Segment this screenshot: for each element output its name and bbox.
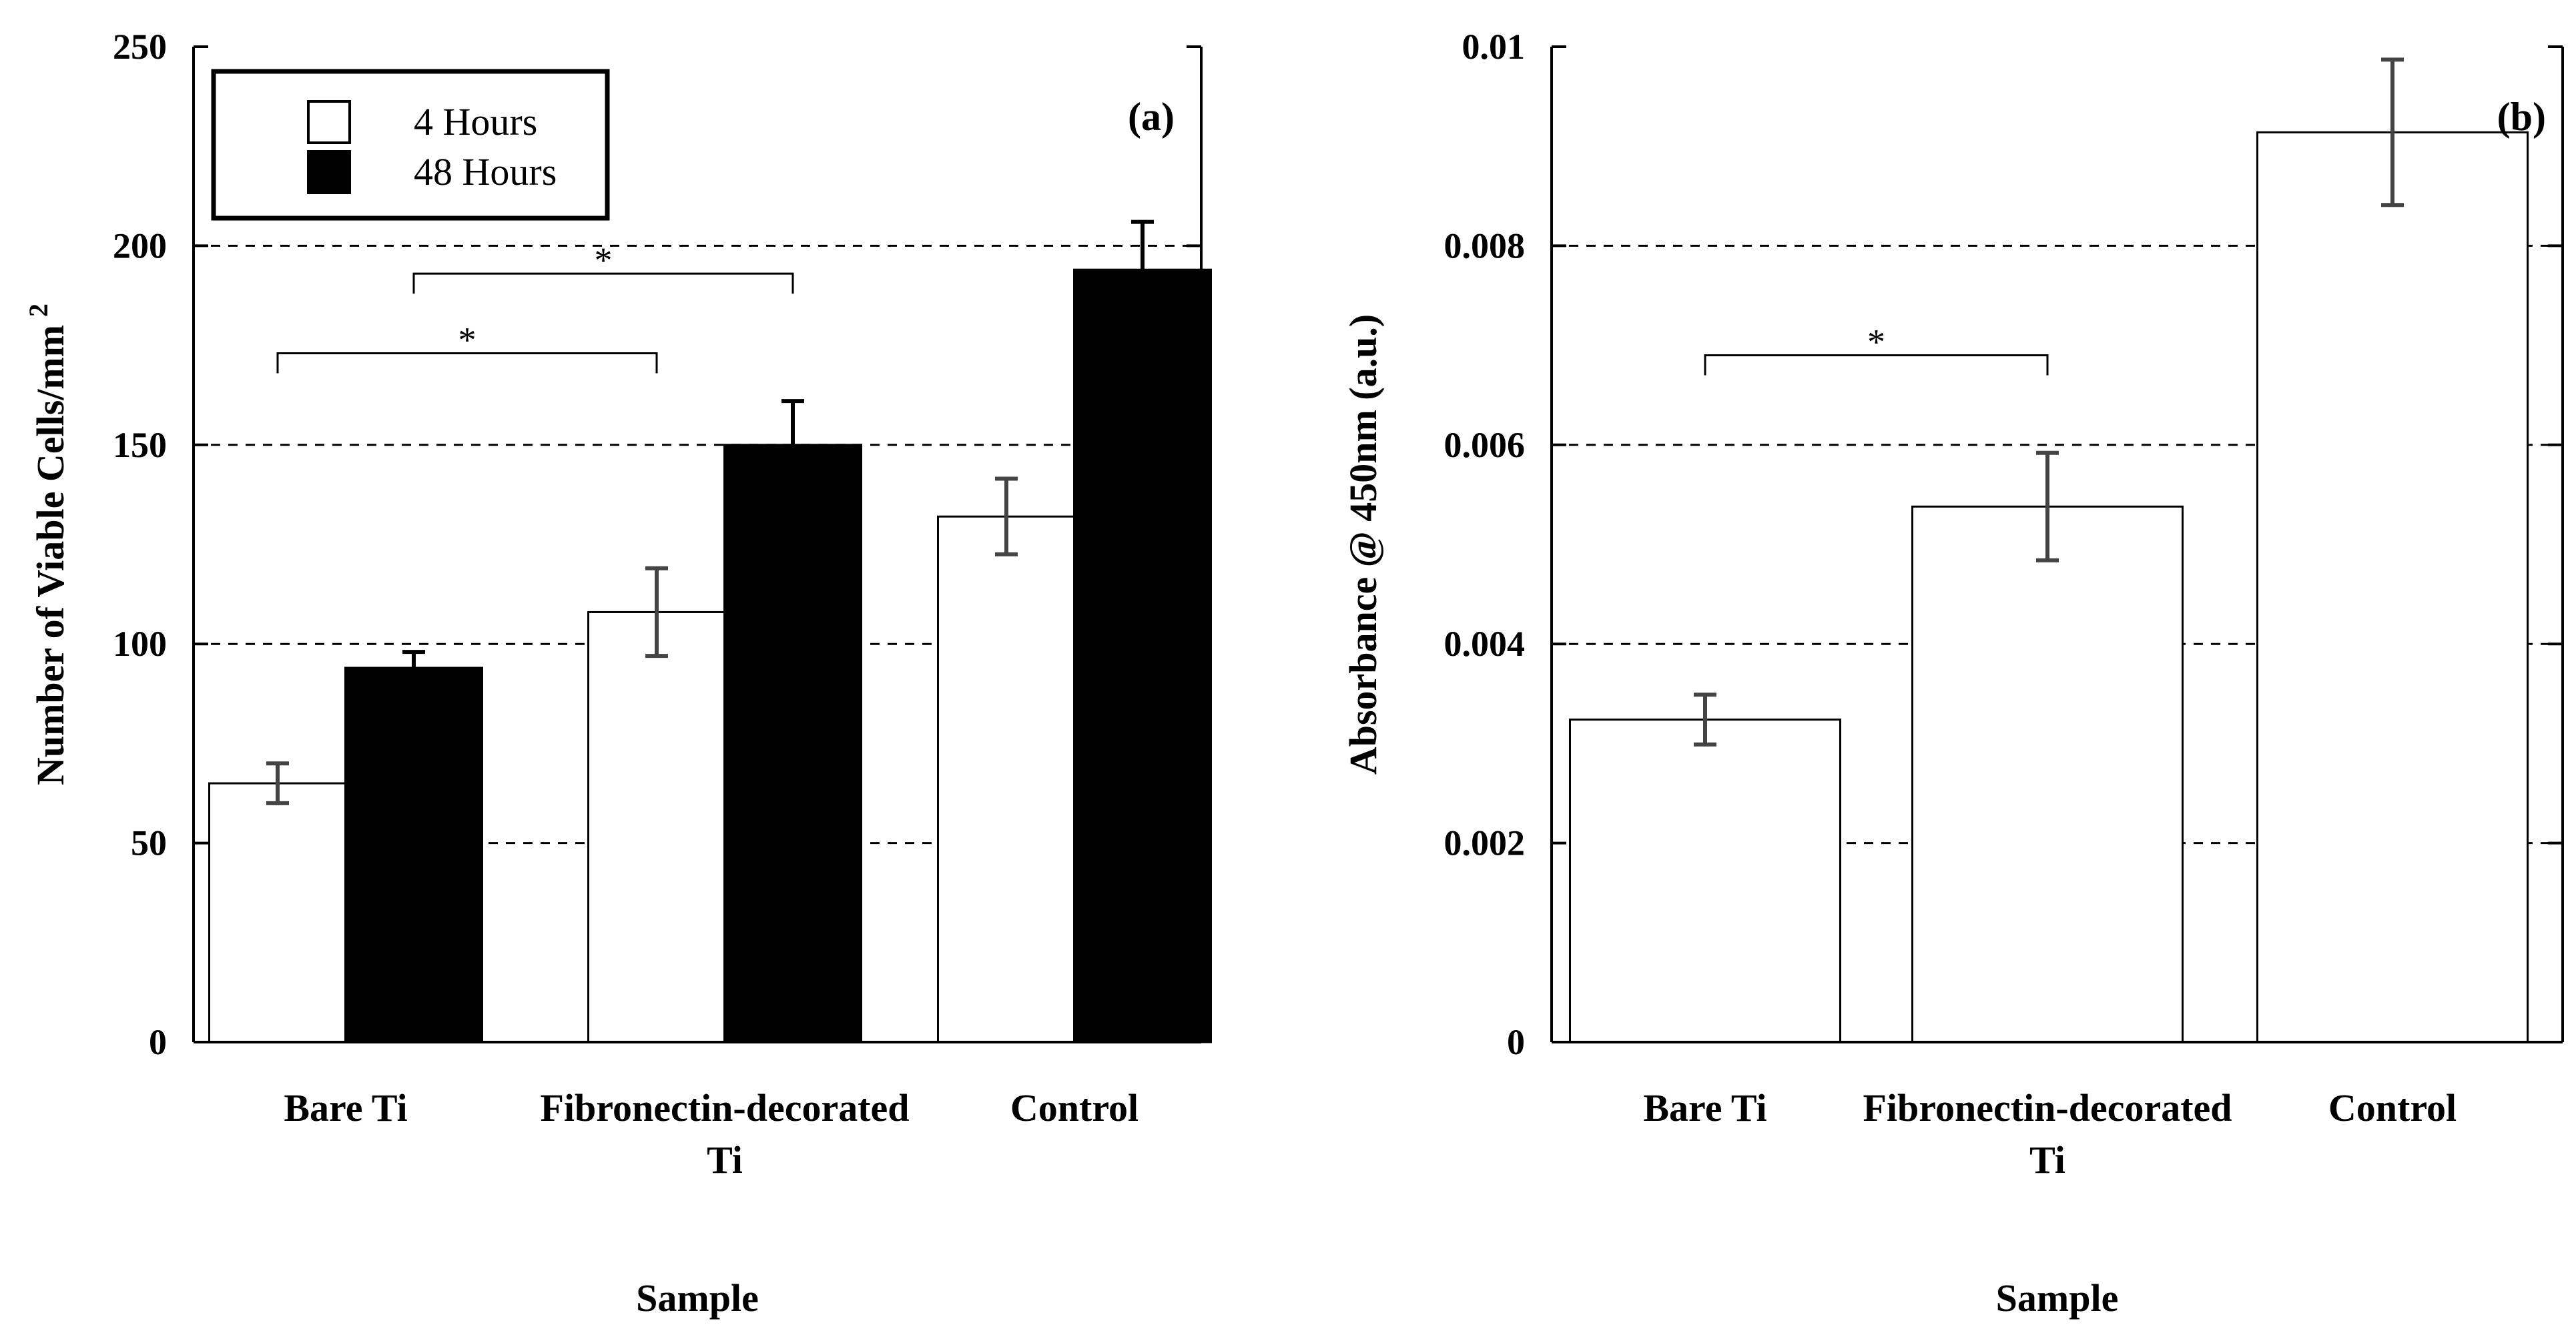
legend-swatch (307, 100, 351, 144)
y-axis-title-text: Absorbance @ 450nm (a.u.) (1341, 314, 1385, 775)
chart-panel-b: * 0 0.002 0.004 0.006 0.008 0.01 Bare Ti Fibrone… (1341, 27, 2564, 1320)
y-axis-title: Number of Viable Cells/mm 2 (23, 304, 72, 785)
x-category-label: Bare Ti (284, 1086, 407, 1130)
x-category-label: Control (2328, 1086, 2457, 1130)
y-tick-label: 100 (113, 624, 167, 664)
panel-label: (b) (2497, 95, 2546, 139)
y-tick-label: 0 (1507, 1022, 1525, 1062)
bar (2256, 131, 2529, 1043)
significance-bracket: * (412, 240, 794, 294)
legend: 4 Hours 48 Hours (211, 69, 610, 221)
significance-bracket: * (276, 320, 658, 374)
legend-label: 4 Hours (414, 100, 537, 143)
y-tick-label: 200 (113, 226, 167, 266)
x-category-label: Fibronectin-decorated (1863, 1086, 2232, 1130)
legend-label: 48 Hours (414, 150, 557, 193)
panel-label: (a) (1128, 95, 1175, 139)
bracket-line (1704, 354, 2049, 376)
x-category-label: Ti (707, 1138, 743, 1182)
error-bar (781, 399, 804, 491)
y-tick-label: 0.008 (1444, 226, 1526, 266)
bar (344, 666, 483, 1043)
y-tick-label: 0.004 (1444, 624, 1526, 664)
y-axis-title-superscript: 2 (23, 304, 53, 317)
error-bar (995, 476, 1018, 556)
bracket-line (412, 272, 794, 294)
significance-marker: * (595, 240, 613, 280)
bracket-line (276, 352, 658, 374)
legend-box (211, 69, 610, 221)
bar (208, 782, 347, 1043)
significance-marker: * (1867, 322, 1885, 362)
y-tick-label: 250 (113, 27, 167, 67)
bar (937, 515, 1076, 1043)
bar (1073, 268, 1212, 1043)
significance-bracket: * (1704, 322, 2049, 376)
bar (723, 444, 862, 1043)
y-tick-label: 50 (131, 823, 167, 863)
chart-panel-a: * * 0 50 100 150 200 250 Bare Ti Fibronectin-deco… (23, 27, 1212, 1320)
bar (1569, 719, 1841, 1043)
error-bar (645, 566, 668, 658)
x-axis-title: Sample (636, 1276, 759, 1320)
error-bar (402, 650, 425, 686)
x-category-label: Control (1010, 1086, 1139, 1130)
x-category-label: Bare Ti (1643, 1086, 1766, 1130)
error-bar (1694, 693, 1716, 747)
error-bar (266, 761, 289, 805)
y-tick-label: 0.006 (1444, 425, 1526, 465)
bar (587, 610, 726, 1043)
error-bar (1131, 219, 1154, 320)
significance-marker: * (458, 320, 476, 360)
y-axis-title-text: Number of Viable Cells/mm (29, 325, 72, 785)
x-category-label: Ti (2029, 1138, 2065, 1182)
legend-swatch (307, 150, 351, 194)
y-tick-label: 0.002 (1444, 823, 1526, 863)
error-bar (2381, 57, 2404, 207)
error-bar (2036, 450, 2059, 562)
bar (1911, 505, 2184, 1043)
y-axis-title: Absorbance @ 450nm (a.u.) (1341, 314, 1385, 775)
y-tick-label: 150 (113, 425, 167, 465)
x-category-label: Fibronectin-decorated (540, 1086, 909, 1130)
x-axis-title: Sample (1996, 1276, 2119, 1320)
y-tick-label: 0.01 (1462, 27, 1526, 67)
y-tick-label: 0 (149, 1022, 167, 1062)
